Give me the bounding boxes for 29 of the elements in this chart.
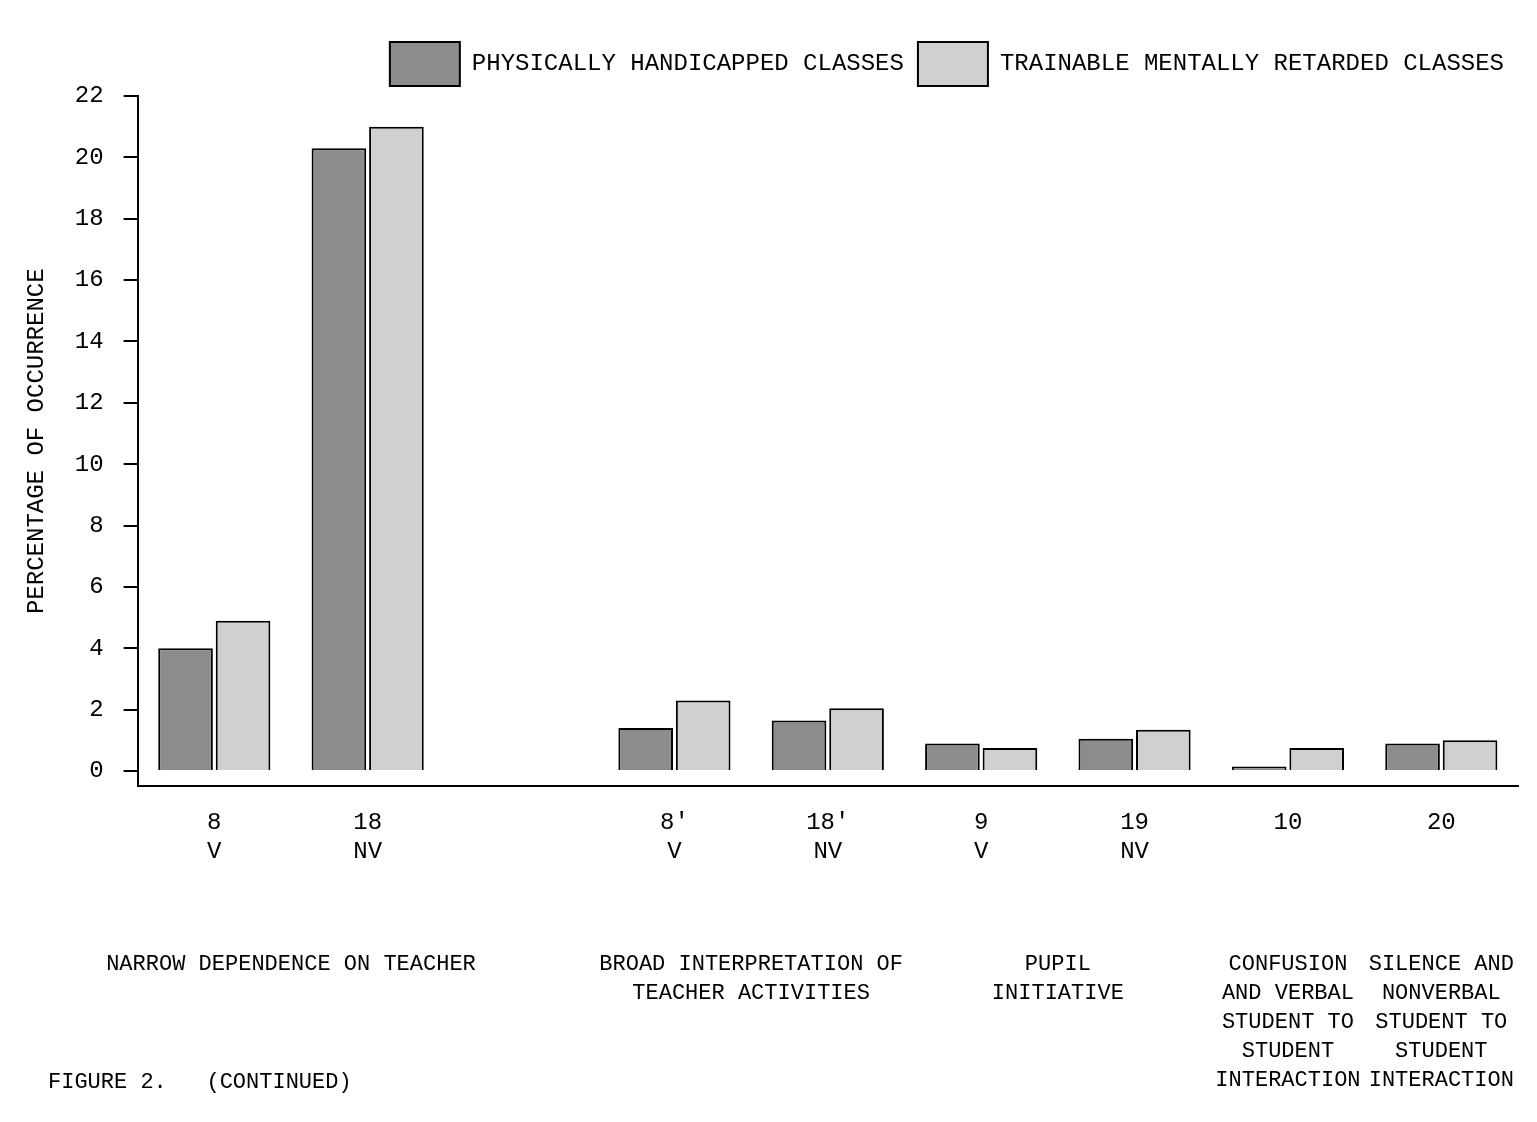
x-tick-label: 9 V — [973, 809, 989, 865]
y-tick-label: 12 — [74, 389, 104, 417]
y-tick-label: 8 — [89, 511, 104, 539]
y-tick-label: 20 — [74, 143, 104, 171]
x-tick-label: 18′ NV — [806, 809, 850, 865]
y-tick-label: 22 — [74, 82, 104, 110]
legend-label: TRAINABLE MENTALLY RETARDED CLASSES — [999, 50, 1505, 78]
text: CONFUSION AND VERBAL STUDENT TO STUDENT INTERACTION — [1215, 951, 1361, 1093]
x-tick-label: 19 NV — [1120, 809, 1150, 865]
y-axis-title: PERCENTAGE OF OCCURRENCE — [22, 268, 50, 615]
caption: FIGURE 2. (CONTINUED) — [48, 1069, 352, 1095]
y-tick-label: 0 — [89, 757, 104, 785]
y-tick-label: 6 — [89, 573, 104, 601]
text: NARROW DEPENDENCE ON TEACHER — [106, 951, 476, 977]
y-tick-label: 4 — [89, 634, 104, 662]
text: PUPIL INITIATIVE — [991, 951, 1124, 1006]
legend-label: PHYSICALLY HANDICAPPED CLASSES — [471, 50, 904, 78]
y-tick-label: 14 — [74, 327, 104, 355]
y-tick-label: 18 — [74, 205, 104, 233]
x-tick-label: 8 V — [207, 809, 223, 865]
y-tick-label: 16 — [74, 266, 104, 294]
x-tick-label: 10 — [1273, 809, 1303, 837]
x-tick-label: 18 NV — [353, 809, 383, 865]
x-tick-label: 20 — [1426, 809, 1456, 837]
x-tick-label: 8′ V — [660, 809, 689, 865]
y-tick-label: 2 — [89, 696, 104, 724]
text: BROAD INTERPRETATION OF TEACHER ACTIVITIES — [599, 951, 903, 1006]
y-tick-label: 10 — [74, 450, 104, 478]
text: SILENCE AND NONVERBAL STUDENT TO STUDENT INTERACTION — [1368, 951, 1514, 1093]
